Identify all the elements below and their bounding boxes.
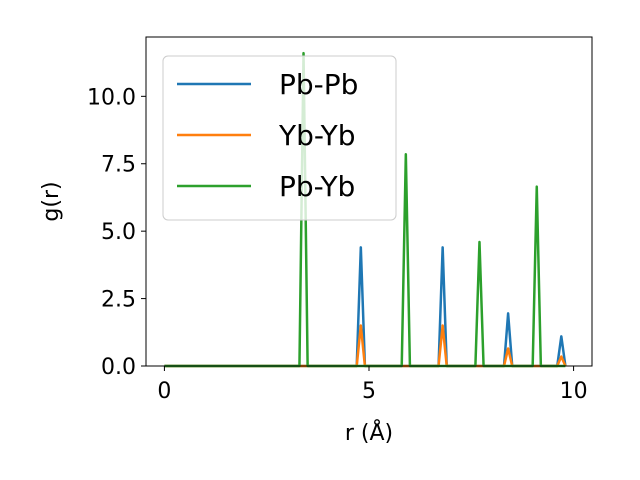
legend-label: Pb-Yb [279, 170, 355, 203]
y-axis-label: g(r) [39, 181, 64, 221]
x-axis-label: r (Å) [345, 419, 393, 446]
y-tick-label: 2.5 [101, 288, 136, 313]
x-tick-label: 10 [560, 379, 588, 404]
y-tick-label: 5.0 [101, 220, 136, 245]
y-tick-label: 7.5 [101, 153, 136, 178]
legend-box [162, 55, 397, 221]
x-tick-label: 5 [362, 379, 376, 404]
x-tick-label: 0 [157, 379, 171, 404]
y-tick-label: 0.0 [101, 355, 136, 380]
series-line-pb-pb [164, 246, 567, 368]
x-axis-ticks: 0 5 10 [157, 366, 588, 404]
y-tick-label: 10.0 [87, 85, 136, 110]
legend-label: Pb-Pb [279, 68, 358, 101]
legend: Pb-Pb Yb-Yb Pb-Yb [162, 55, 397, 221]
y-axis-ticks: 0.0 2.5 5.0 7.5 10.0 [87, 85, 146, 380]
legend-label: Yb-Yb [278, 119, 356, 152]
